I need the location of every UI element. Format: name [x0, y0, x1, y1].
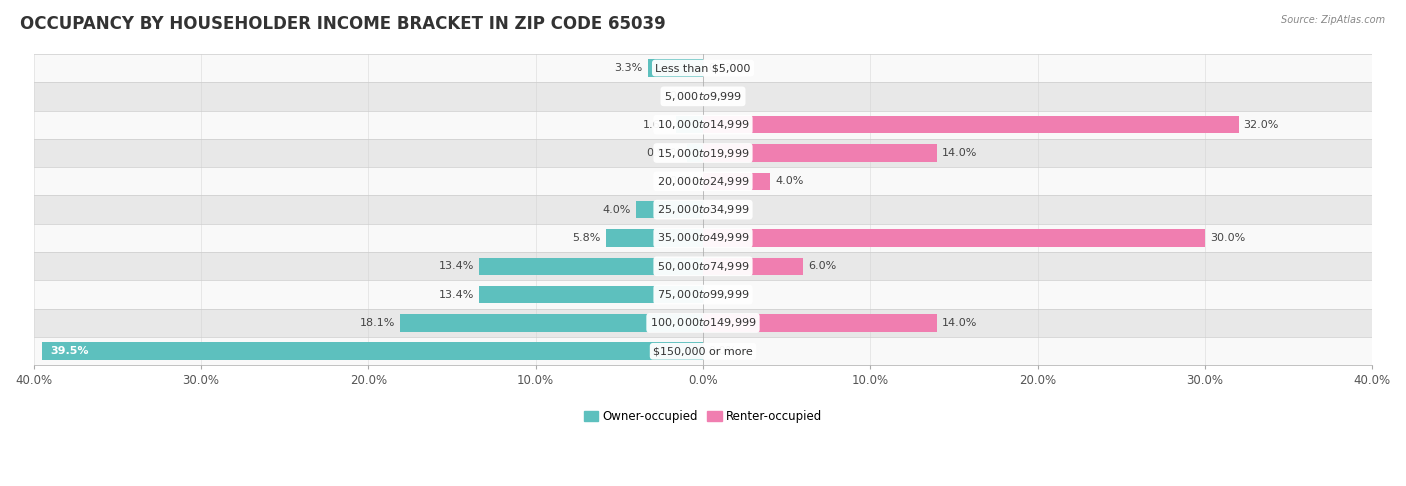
- Bar: [703, 314, 938, 332]
- Bar: [703, 258, 803, 275]
- Text: Source: ZipAtlas.com: Source: ZipAtlas.com: [1281, 15, 1385, 25]
- Bar: [606, 229, 703, 247]
- Text: $10,000 to $14,999: $10,000 to $14,999: [657, 118, 749, 131]
- Bar: [648, 59, 703, 77]
- Text: 0.95%: 0.95%: [647, 148, 682, 158]
- Bar: [34, 280, 1372, 309]
- Text: 14.0%: 14.0%: [942, 148, 977, 158]
- Text: OCCUPANCY BY HOUSEHOLDER INCOME BRACKET IN ZIP CODE 65039: OCCUPANCY BY HOUSEHOLDER INCOME BRACKET …: [20, 15, 665, 33]
- Text: 13.4%: 13.4%: [439, 290, 474, 299]
- Text: $20,000 to $24,999: $20,000 to $24,999: [657, 175, 749, 188]
- Text: $150,000 or more: $150,000 or more: [654, 346, 752, 356]
- Text: $25,000 to $34,999: $25,000 to $34,999: [657, 203, 749, 216]
- Text: 39.5%: 39.5%: [51, 346, 89, 356]
- Bar: [703, 229, 1205, 247]
- Text: 4.0%: 4.0%: [603, 205, 631, 215]
- Bar: [34, 82, 1372, 110]
- Text: $35,000 to $49,999: $35,000 to $49,999: [657, 231, 749, 244]
- Text: 0.0%: 0.0%: [669, 91, 697, 102]
- Bar: [34, 139, 1372, 167]
- Text: 3.3%: 3.3%: [614, 63, 643, 73]
- Text: 0.0%: 0.0%: [709, 205, 737, 215]
- Text: 18.1%: 18.1%: [360, 318, 395, 328]
- Text: $75,000 to $99,999: $75,000 to $99,999: [657, 288, 749, 301]
- Text: 4.0%: 4.0%: [775, 176, 803, 186]
- Text: 0.0%: 0.0%: [669, 176, 697, 186]
- Text: 6.0%: 6.0%: [808, 261, 837, 271]
- Legend: Owner-occupied, Renter-occupied: Owner-occupied, Renter-occupied: [579, 406, 827, 428]
- Bar: [34, 167, 1372, 195]
- Text: 13.4%: 13.4%: [439, 261, 474, 271]
- Bar: [34, 195, 1372, 224]
- Bar: [34, 110, 1372, 139]
- Text: $50,000 to $74,999: $50,000 to $74,999: [657, 260, 749, 273]
- Bar: [34, 252, 1372, 280]
- Text: 5.8%: 5.8%: [572, 233, 600, 243]
- Bar: [688, 144, 703, 162]
- Text: 32.0%: 32.0%: [1243, 120, 1279, 130]
- Text: $5,000 to $9,999: $5,000 to $9,999: [664, 90, 742, 103]
- Bar: [34, 54, 1372, 82]
- Text: 0.0%: 0.0%: [709, 63, 737, 73]
- Bar: [636, 201, 703, 218]
- Bar: [703, 144, 938, 162]
- Text: 0.0%: 0.0%: [709, 290, 737, 299]
- Bar: [34, 309, 1372, 337]
- Bar: [478, 286, 703, 303]
- Bar: [676, 116, 703, 134]
- Bar: [703, 173, 770, 190]
- Bar: [34, 337, 1372, 365]
- Text: 1.6%: 1.6%: [643, 120, 671, 130]
- Text: 14.0%: 14.0%: [942, 318, 977, 328]
- Text: 30.0%: 30.0%: [1211, 233, 1246, 243]
- Text: 0.0%: 0.0%: [709, 91, 737, 102]
- Text: 0.0%: 0.0%: [709, 346, 737, 356]
- Bar: [42, 343, 703, 360]
- Text: $15,000 to $19,999: $15,000 to $19,999: [657, 146, 749, 159]
- Bar: [478, 258, 703, 275]
- Bar: [401, 314, 703, 332]
- Bar: [34, 224, 1372, 252]
- Text: Less than $5,000: Less than $5,000: [655, 63, 751, 73]
- Text: $100,000 to $149,999: $100,000 to $149,999: [650, 316, 756, 330]
- Bar: [703, 116, 1239, 134]
